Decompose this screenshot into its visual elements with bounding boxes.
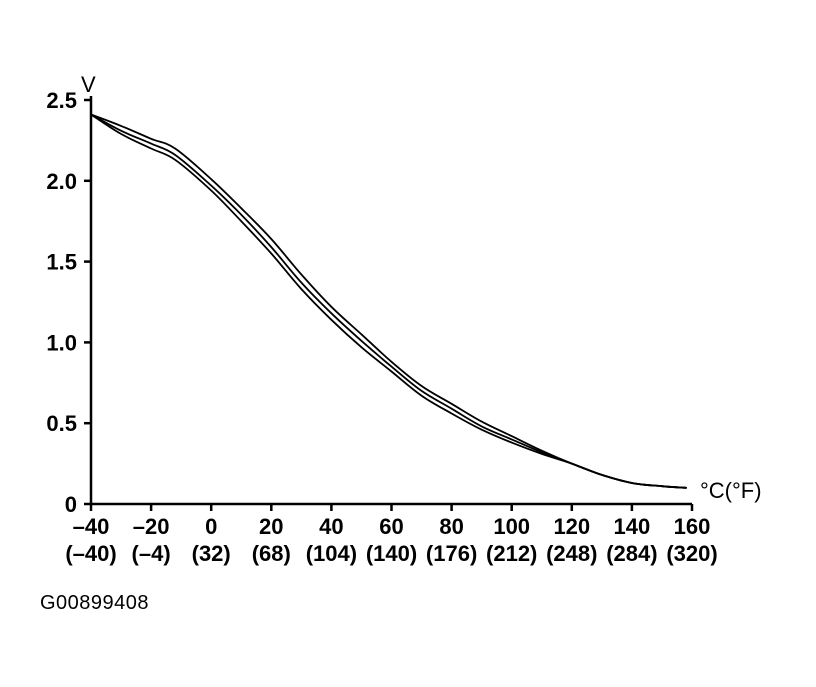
x-tick-label-fahrenheit: (104) <box>306 541 357 566</box>
x-tick-label-fahrenheit: (68) <box>252 541 291 566</box>
x-tick-label: 100 <box>493 514 530 539</box>
x-tick-label-fahrenheit: (284) <box>606 541 657 566</box>
chart-series <box>90 113 687 489</box>
y-tick-label: 2.0 <box>46 169 77 194</box>
y-tick-label: 1.0 <box>46 330 77 355</box>
y-tick-label: 2.5 <box>46 88 77 113</box>
y-axis-unit: V <box>81 72 96 97</box>
x-tick-label: 0 <box>205 514 217 539</box>
x-tick-label-fahrenheit: (248) <box>546 541 597 566</box>
x-tick-label-fahrenheit: (32) <box>192 541 231 566</box>
x-axis-unit: °C(°F) <box>700 478 762 503</box>
x-tick-label-fahrenheit: (–40) <box>65 541 116 566</box>
x-tick-label-fahrenheit: (176) <box>426 541 477 566</box>
x-tick-label-fahrenheit: (320) <box>666 541 717 566</box>
x-tick-label: 40 <box>319 514 343 539</box>
x-tick-label: 140 <box>614 514 651 539</box>
x-tick-label-fahrenheit: (140) <box>366 541 417 566</box>
series-line-2 <box>90 113 687 489</box>
y-tick-label: 0.5 <box>46 411 77 436</box>
x-tick-label-fahrenheit: (–4) <box>132 541 171 566</box>
x-tick-label: 20 <box>259 514 283 539</box>
x-tick-label: –40 <box>73 514 110 539</box>
x-tick-label-fahrenheit: (212) <box>486 541 537 566</box>
series-line-3 <box>90 113 687 489</box>
figure-code: G00899408 <box>40 592 150 614</box>
x-tick-label: 80 <box>439 514 463 539</box>
y-tick-label: 0 <box>65 492 77 517</box>
x-tick-label: 120 <box>553 514 590 539</box>
chart-axes <box>84 96 694 511</box>
chart-labels: 00.51.01.52.02.5–40(–40)–20(–4)0(32)20(6… <box>46 72 761 566</box>
x-tick-label: –20 <box>133 514 170 539</box>
series-line-1 <box>90 113 687 489</box>
x-tick-label: 160 <box>674 514 711 539</box>
y-tick-label: 1.5 <box>46 250 77 275</box>
x-tick-label: 60 <box>379 514 403 539</box>
